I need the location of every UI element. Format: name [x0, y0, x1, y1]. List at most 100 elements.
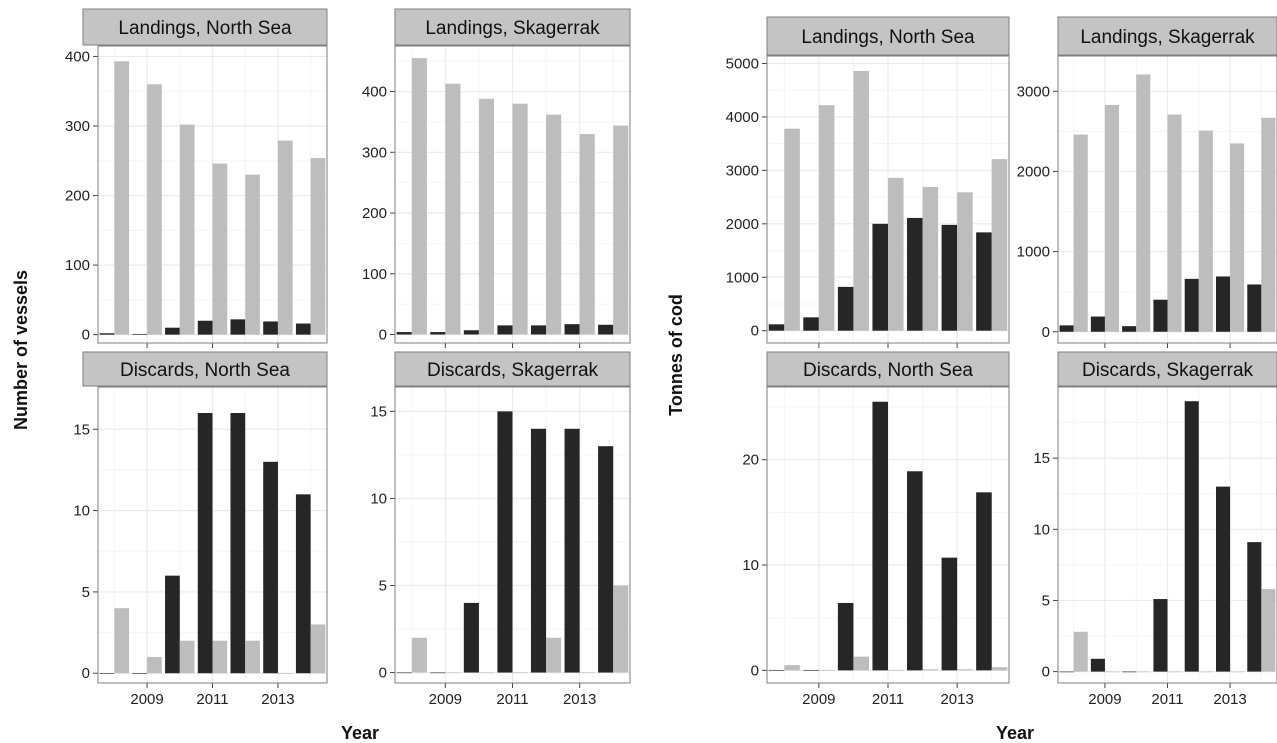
panel-title: Discards, Skagerrak — [1082, 360, 1254, 381]
bar-2009-series-1 — [430, 672, 446, 674]
bar-2013-series-2 — [277, 673, 293, 674]
plot-frame — [1057, 55, 1277, 344]
y-tick-label: 2000 — [1017, 163, 1050, 180]
bar-2013-series-2 — [277, 140, 293, 335]
x-tick-label: 2011 — [196, 691, 228, 708]
bar-2014-series-1 — [1247, 284, 1262, 332]
bar-2011-series-1 — [1153, 299, 1168, 332]
x-tick-label: 2013 — [940, 691, 973, 708]
bar-2012-series-1 — [230, 319, 246, 335]
panel-title: Landings, North Sea — [801, 27, 975, 48]
bar-2008-series-1 — [768, 324, 785, 331]
y-tick-label: 1000 — [1017, 244, 1050, 261]
bar-2011-series-1 — [497, 325, 513, 335]
bar-2014-series-2 — [1261, 117, 1276, 332]
y-tick-label: 0 — [379, 665, 387, 682]
panel-7: Discards, North Sea 0 10 20 2009 2011 2013 — [742, 351, 1010, 708]
panel-title: Landings, North Sea — [118, 18, 292, 39]
bar-2014-series-2 — [1261, 589, 1276, 672]
bar-2014-series-2 — [991, 159, 1008, 331]
bar-2013-series-1 — [564, 324, 580, 335]
bar-2014-series-1 — [976, 232, 992, 331]
bar-2009-series-1 — [1090, 316, 1105, 332]
bar-2011-series-1 — [872, 223, 888, 331]
bar-2008-series-1 — [99, 673, 115, 674]
x-tick-label: 2011 — [872, 691, 904, 708]
y-tick-label: 5 — [82, 584, 90, 601]
bar-2011-series-1 — [197, 413, 213, 674]
bar-2011-series-1 — [872, 401, 888, 671]
bar-2012-series-2 — [546, 114, 562, 335]
bar-2012-series-1 — [530, 428, 547, 673]
bar-2009-series-1 — [132, 673, 148, 674]
bar-2013-series-1 — [263, 321, 278, 335]
y-tick-label: 5 — [1042, 592, 1050, 609]
bar-2011-series-2 — [212, 640, 228, 674]
bar-2011-series-2 — [212, 163, 228, 335]
bar-2011-series-1 — [497, 411, 513, 673]
panel-title: Landings, Skagerrak — [425, 18, 600, 39]
right-y-axis-title: Tonnes of cod — [666, 294, 686, 416]
bar-2009-series-1 — [132, 333, 148, 335]
bar-2010-series-1 — [1122, 326, 1137, 332]
x-tick-label: 2009 — [130, 691, 163, 708]
bar-2013-series-2 — [579, 134, 595, 335]
plot-frame — [766, 55, 1010, 344]
y-tick-label: 2000 — [726, 216, 759, 233]
bar-2014-series-2 — [310, 157, 326, 335]
bar-2010-series-2 — [179, 124, 195, 335]
bar-2013-series-1 — [564, 428, 580, 673]
bar-2014-series-1 — [598, 324, 614, 335]
y-tick-label: 0 — [751, 323, 759, 340]
y-tick-label: 15 — [1033, 450, 1050, 467]
bar-2012-series-1 — [907, 471, 923, 671]
bar-2011-series-2 — [888, 670, 904, 671]
plot-frame — [97, 386, 328, 684]
bar-2011-series-2 — [888, 177, 904, 331]
chart-panels: Landings, North Sea010020030040020092011… — [65, 8, 1277, 708]
y-tick-label: 400 — [362, 84, 387, 101]
bar-2009-series-2 — [818, 670, 835, 671]
plot-frame — [97, 45, 328, 344]
bar-2009-series-2 — [818, 105, 835, 331]
right-x-axis-title: Year — [996, 723, 1034, 743]
bar-2012-series-1 — [1184, 278, 1199, 332]
bar-2009-series-2 — [1104, 671, 1120, 673]
bar-2011-series-2 — [1167, 671, 1182, 673]
bar-2013-series-1 — [941, 557, 958, 671]
y-tick-label: 10 — [73, 503, 90, 520]
bar-2008-series-1 — [1059, 325, 1074, 332]
panel-1: Landings, North Sea010020030040020092011… — [65, 8, 328, 368]
bar-2010-series-1 — [837, 286, 854, 331]
left-x-axis-title: Year — [341, 723, 379, 743]
strip-background — [1057, 16, 1277, 56]
panel-6: Landings, Skagerrak010002000300020092011… — [1017, 16, 1277, 368]
strip-background — [82, 8, 328, 46]
bar-2014-series-2 — [613, 125, 629, 335]
bar-2010-series-2 — [478, 672, 495, 674]
y-tick-label: 0 — [751, 662, 759, 679]
bar-2010-series-2 — [853, 70, 869, 331]
bar-2013-series-2 — [1230, 671, 1245, 673]
strip-background — [394, 8, 631, 46]
bar-2013-series-1 — [1215, 486, 1231, 672]
bar-2012-series-1 — [530, 325, 547, 335]
bar-2008-series-1 — [768, 670, 785, 671]
y-tick-label: 200 — [65, 188, 90, 205]
panel-2: Landings, Skagerrak010020030040020092011… — [362, 8, 631, 368]
strip-background — [1057, 351, 1277, 387]
strip-background — [766, 351, 1010, 387]
bar-2012-series-1 — [230, 413, 246, 674]
y-tick-label: 200 — [362, 205, 387, 222]
bar-2012-series-1 — [1184, 401, 1199, 672]
y-tick-label: 100 — [362, 266, 387, 283]
bar-2013-series-1 — [1215, 276, 1231, 332]
bar-2014-series-2 — [991, 667, 1008, 671]
bar-2008-series-2 — [114, 608, 130, 674]
y-tick-label: 10 — [1033, 521, 1050, 538]
bar-2014-series-1 — [295, 494, 311, 674]
strip-background — [394, 351, 631, 387]
bar-2011-series-2 — [512, 103, 528, 335]
bar-2013-series-2 — [957, 669, 973, 671]
y-tick-label: 20 — [742, 452, 759, 469]
